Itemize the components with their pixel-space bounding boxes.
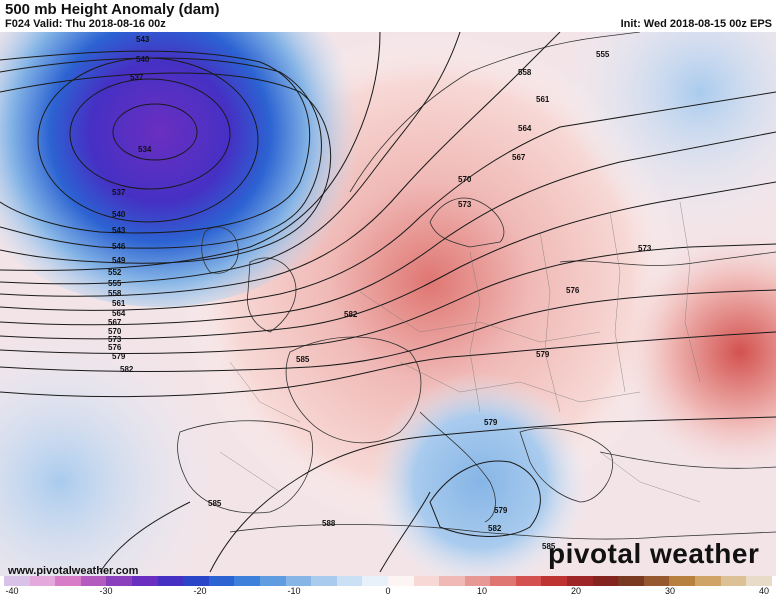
contour-label: 573 [458,200,472,209]
contour-labels: 543 540 537 534 537 540 543 546 549 552 … [108,35,652,551]
political-borders [219,201,701,503]
color-scale-segment [746,576,772,586]
contour-label: 558 [518,68,532,77]
color-scale-segment [106,576,132,586]
color-scale-segment [183,576,209,586]
color-scale-segment [567,576,593,586]
header: 500 mb Height Anomaly (dam) F024 Valid: … [0,0,776,32]
contour-label: 585 [542,542,556,551]
contour-label: 579 [536,350,550,359]
color-scale-tick-label: 20 [570,586,582,596]
contour-label: 585 [208,499,222,508]
contour-label: 561 [112,299,126,308]
color-scale-tick-label: -20 [193,586,207,596]
color-scale-ticks: -40 -30 -20 -10 0 10 20 30 40 [4,586,772,600]
color-scale-segment [669,576,696,586]
contour-label: 540 [112,210,126,219]
color-scale-segment [157,576,184,586]
low-pressure-anomaly [0,32,370,307]
contour-label: 543 [136,35,150,44]
color-scale-segment [234,576,260,586]
contour-label: 555 [596,50,610,59]
color-scale-tick-label: 40 [758,586,770,596]
color-scale-segment [592,576,619,586]
brand-logo: pivotal weather [548,538,760,569]
color-scale-segment [55,576,81,586]
contour-label: 573 [638,244,652,253]
contour-label: 537 [112,188,126,197]
contour-label: 558 [108,289,122,298]
color-scale-tick-label: 0 [385,586,391,596]
color-scale-segment [515,576,542,586]
color-scale-segment [4,576,30,586]
contour-label: 537 [130,73,144,82]
color-scale-segment [80,576,107,586]
color-scale-tick-label: -30 [99,586,113,596]
contour-label: 588 [322,519,336,528]
color-scale-tick-label: 10 [476,586,488,596]
contour-label: 561 [536,95,550,104]
contour-label: 555 [108,279,122,288]
color-scale-segment [29,576,56,586]
color-scale-segment [336,576,363,586]
color-scale-bar [4,576,772,586]
color-scale-segment [259,576,286,586]
contour-label: 570 [108,327,122,336]
contour-label: 564 [112,309,126,318]
contour-label: 582 [344,310,358,319]
color-scale-segment [490,576,516,586]
contour-label: 573 [108,335,122,344]
website-url: www.pivotalweather.com [8,565,139,577]
color-scale-segment [695,576,721,586]
contour-label: 546 [112,242,126,251]
color-scale-segment [387,576,414,586]
contour-label: 570 [458,175,472,184]
color-scale-segment [720,576,747,586]
contour-label: 534 [138,145,152,154]
color-scale-segment [464,576,491,586]
init-time: Init: Wed 2018-08-15 00z EPS [620,18,772,30]
color-scale-segment [439,576,465,586]
color-scale-segment [131,576,158,586]
contour-label: 540 [136,55,150,64]
map-panel: 543 540 537 534 537 540 543 546 549 552 … [0,32,776,576]
contour-label: 582 [488,524,502,533]
color-scale-segment [541,576,568,586]
contour-label: 579 [484,418,498,427]
contour-label: 567 [108,318,122,327]
contour-label: 552 [108,268,122,277]
color-scale-segment [362,576,388,586]
color-scale-tick-label: 30 [664,586,676,596]
color-scale-segment [618,576,644,586]
color-scale-segment [311,576,337,586]
height-contours [0,32,776,573]
contour-label: 579 [112,352,126,361]
color-scale-segment [413,576,440,586]
contour-label: 549 [112,256,126,265]
color-scale-segment [643,576,670,586]
contour-label: 582 [120,365,134,374]
contour-label: 543 [112,226,126,235]
contour-label: 567 [512,153,526,162]
color-scale-segment [285,576,312,586]
anomaly-map: 543 540 537 534 537 540 543 546 549 552 … [0,32,776,576]
contour-label: 576 [566,286,580,295]
contour-label: 585 [296,355,310,364]
contour-label: 579 [494,506,508,515]
color-scale-segment [208,576,235,586]
contour-label: 564 [518,124,532,133]
color-scale-tick-label: -10 [287,586,301,596]
contour-label: 576 [108,343,122,352]
valid-time: F024 Valid: Thu 2018-08-16 00z [5,18,166,30]
color-scale-tick-label: -40 [5,586,19,596]
map-title: 500 mb Height Anomaly (dam) [5,1,220,18]
